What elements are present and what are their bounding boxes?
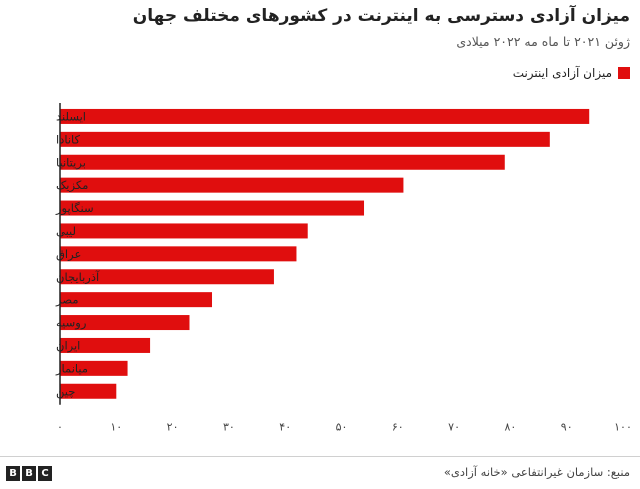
y-tick-label: مکزیک — [56, 178, 88, 193]
y-tick-label: ایسلند — [56, 109, 86, 123]
bar-10 — [60, 315, 190, 331]
y-tick-label: چین — [56, 384, 75, 399]
bar-1 — [60, 108, 590, 124]
bar-2 — [60, 131, 550, 147]
x-tick-label: ۱۰ — [110, 421, 122, 434]
y-tick-label: ایران — [56, 338, 80, 353]
y-tick-label: میانمار — [55, 361, 88, 376]
bbc-logo-letter: B — [6, 466, 20, 481]
legend-label: میزان آزادی اینترنت — [512, 66, 612, 80]
bar-8 — [60, 269, 274, 285]
chart-legend: میزان آزادی اینترنت — [513, 66, 630, 80]
bar-3 — [60, 154, 505, 170]
bar-12 — [60, 360, 128, 376]
chart-subtitle: ژوئن ۲۰۲۱ تا ماه مه ۲۰۲۲ میلادی — [456, 34, 630, 49]
bbc-logo-letter: B — [22, 466, 36, 481]
x-tick-label: ۵۰ — [336, 421, 348, 434]
bar-7 — [60, 246, 297, 262]
bbc-logo-letter: C — [38, 466, 52, 481]
source-note: منبع: سازمان غیرانتفاعی «خانه آزادی» — [443, 465, 630, 479]
x-tick-label: ۸۰ — [504, 421, 516, 434]
x-tick-label: ۰ — [57, 421, 63, 434]
x-tick-label: ۷۰ — [448, 421, 460, 434]
bar-chart: ایسلند کانادا بریتانیا مکزیک سنگاپور لیبی عراق… — [55, 103, 632, 434]
x-tick-label: ۹۰ — [561, 421, 573, 434]
footer-divider — [0, 456, 640, 457]
y-tick-label: روسیه — [56, 316, 86, 331]
bar-6 — [60, 223, 308, 239]
y-tick-label: مصر — [55, 293, 78, 308]
bbc-logo: B B C — [6, 466, 52, 481]
y-tick-label: کانادا — [56, 132, 81, 146]
y-tick-label: لیبی — [56, 224, 76, 238]
y-tick-label: آذربایجان — [56, 270, 100, 285]
x-tick-label: ۲۰ — [167, 421, 179, 434]
bar-13 — [60, 383, 117, 399]
chart-title: میزان آزادی دسترسی به اینترنت در کشورهای… — [132, 6, 630, 26]
y-tick-label: سنگاپور — [55, 201, 94, 216]
x-tick-label: ۳۰ — [223, 421, 235, 434]
bar-5 — [60, 200, 365, 216]
x-tick-label: ۶۰ — [392, 421, 404, 434]
x-tick-label: ۱۰۰ — [614, 421, 632, 434]
y-tick-label: بریتانیا — [56, 155, 86, 170]
bar-4 — [60, 177, 404, 193]
bar-11 — [60, 337, 151, 353]
y-tick-label: عراق — [56, 247, 81, 262]
bar-9 — [60, 292, 213, 308]
legend-swatch — [618, 67, 630, 79]
x-tick-label: ۴۰ — [279, 421, 291, 434]
